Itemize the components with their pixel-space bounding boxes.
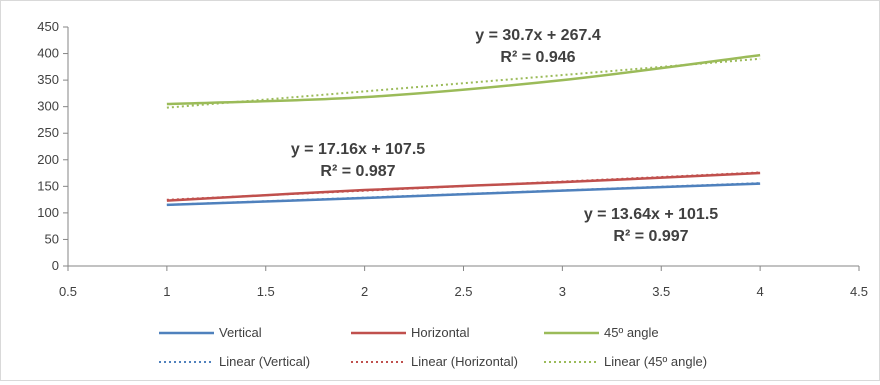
legend-label: Linear (Horizontal) bbox=[411, 354, 518, 369]
legend-label: Vertical bbox=[219, 325, 262, 340]
x-tick-label: 1 bbox=[163, 284, 170, 299]
y-tick-label: 50 bbox=[45, 231, 59, 246]
x-tick-label: 2.5 bbox=[454, 284, 472, 299]
x-tick-label: 3 bbox=[559, 284, 566, 299]
trendline-r2: R² = 0.946 bbox=[500, 49, 575, 66]
trendline-r2: R² = 0.987 bbox=[320, 163, 395, 180]
x-tick-label: 3.5 bbox=[652, 284, 670, 299]
legend-label: Linear (45º angle) bbox=[604, 354, 707, 369]
y-tick-label: 450 bbox=[37, 19, 59, 34]
trendline-equation: y = 30.7x + 267.4 bbox=[475, 27, 601, 44]
x-tick-label: 4.5 bbox=[850, 284, 868, 299]
series-line bbox=[166, 171, 761, 202]
y-tick-label: 150 bbox=[37, 178, 59, 193]
y-tick-label: 350 bbox=[37, 72, 59, 87]
x-tick-label: 2 bbox=[361, 284, 368, 299]
x-tick-label: 4 bbox=[757, 284, 764, 299]
trendline-equation: y = 13.64x + 101.5 bbox=[584, 206, 718, 223]
x-tick-label: 1.5 bbox=[257, 284, 275, 299]
series-line bbox=[166, 182, 761, 207]
trendline-equation: y = 17.16x + 107.5 bbox=[291, 141, 425, 158]
series-line bbox=[166, 53, 761, 106]
y-tick-label: 0 bbox=[52, 258, 59, 273]
y-tick-label: 250 bbox=[37, 125, 59, 140]
y-tick-label: 100 bbox=[37, 205, 59, 220]
x-tick-label: 0.5 bbox=[59, 284, 77, 299]
legend-label: Linear (Vertical) bbox=[219, 354, 310, 369]
y-tick-label: 200 bbox=[37, 152, 59, 167]
y-tick-label: 300 bbox=[37, 99, 59, 114]
legend-label: Horizontal bbox=[411, 325, 470, 340]
y-tick-label: 400 bbox=[37, 46, 59, 61]
legend-label: 45º angle bbox=[604, 325, 659, 340]
trendline-r2: R² = 0.997 bbox=[613, 228, 688, 245]
